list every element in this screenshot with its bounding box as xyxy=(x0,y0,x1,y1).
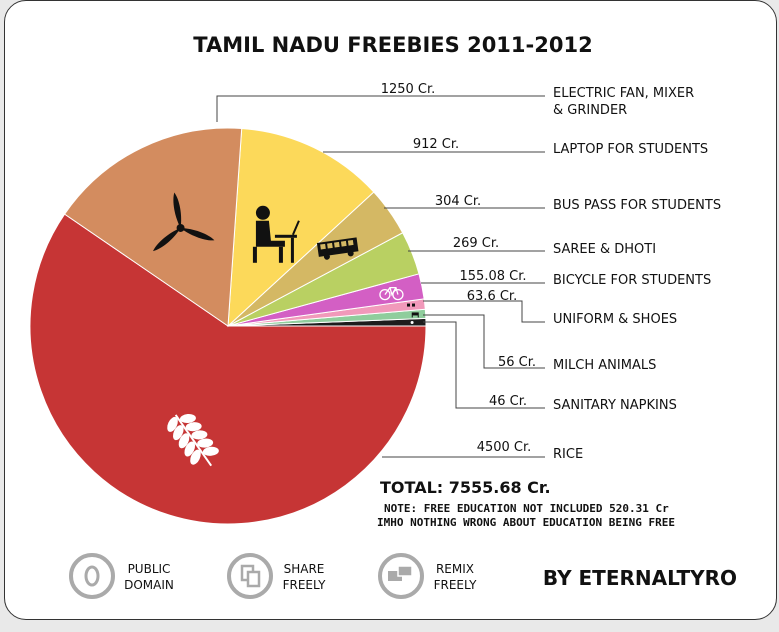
value-label-milch-animals: 56 Cr. xyxy=(498,355,536,370)
total-label: TOTAL: 7555.68 Cr. xyxy=(380,478,551,497)
chart-title: TAMIL NADU FREEBIES 2011-2012 xyxy=(193,33,592,57)
value-label-rice: 4500 Cr. xyxy=(477,440,532,455)
note-line-1: NOTE: FREE EDUCATION NOT INCLUDED 520.31… xyxy=(384,502,669,515)
shoes-icon xyxy=(407,303,416,307)
value-label-bicycle-for-students: 155.08 Cr. xyxy=(460,269,527,284)
remix-freely-line2: FREELY xyxy=(434,578,477,592)
fan-icon xyxy=(153,192,215,252)
category-label-uniform-shoes: UNIFORM & SHOES xyxy=(553,312,677,327)
leader-milch-animals xyxy=(423,314,545,369)
slice-rice xyxy=(29,213,427,525)
share-freely-line2: FREELY xyxy=(283,578,326,592)
public-domain-icon xyxy=(69,553,115,599)
category-label-saree-dhoti: SAREE & DHOTI xyxy=(553,242,656,257)
slice-laptop-for-students xyxy=(227,127,375,328)
remix-freely-icon xyxy=(378,553,424,599)
laptop-icon xyxy=(252,205,300,263)
value-label-sanitary-napkins: 46 Cr. xyxy=(489,394,527,409)
cow-icon xyxy=(411,312,419,318)
leader-uniform-shoes xyxy=(423,300,545,323)
value-label-electric-fan-mixer-grinder: 1250 Cr. xyxy=(381,82,436,97)
category-label-bicycle-for-students: BICYCLE FOR STUDENTS xyxy=(553,273,711,288)
author-credit: BY ETERNALTYRO xyxy=(543,566,737,590)
rice-icon xyxy=(167,413,219,467)
share-freely-icon xyxy=(227,553,273,599)
note-line-2: IMHO NOTHING WRONG ABOUT EDUCATION BEING… xyxy=(377,516,675,529)
value-label-saree-dhoti: 269 Cr. xyxy=(453,236,499,251)
leader-electric-fan-mixer-grinder xyxy=(216,95,545,122)
public-domain-line1: PUBLIC xyxy=(128,562,171,576)
remix-freely-line1: REMIX xyxy=(436,562,474,576)
category-label-sanitary-napkins: SANITARY NAPKINS xyxy=(553,398,677,413)
value-label-laptop-for-students: 912 Cr. xyxy=(413,137,459,152)
value-label-bus-pass-for-students: 304 Cr. xyxy=(435,194,481,209)
category-label-laptop-for-students: LAPTOP FOR STUDENTS xyxy=(553,142,708,157)
share-freely-line1: SHARE xyxy=(284,562,325,576)
value-label-uniform-shoes: 63.6 Cr. xyxy=(467,289,517,304)
bus-icon xyxy=(316,237,359,260)
category-label-rice: RICE xyxy=(553,447,583,462)
category-label-bus-pass-for-students: BUS PASS FOR STUDENTS xyxy=(553,198,721,213)
slice-electric-fan-mixer-grinder xyxy=(63,127,243,327)
leader-sanitary-napkins xyxy=(423,321,545,409)
napkin-icon xyxy=(410,320,414,324)
category-label-milch-animals: MILCH ANIMALS xyxy=(553,358,656,373)
category-label-electric-fan-mixer-grinder: ELECTRIC FAN, MIXER & GRINDER xyxy=(553,86,694,118)
bicycle-icon xyxy=(379,286,404,301)
public-domain-line2: DOMAIN xyxy=(124,578,174,592)
